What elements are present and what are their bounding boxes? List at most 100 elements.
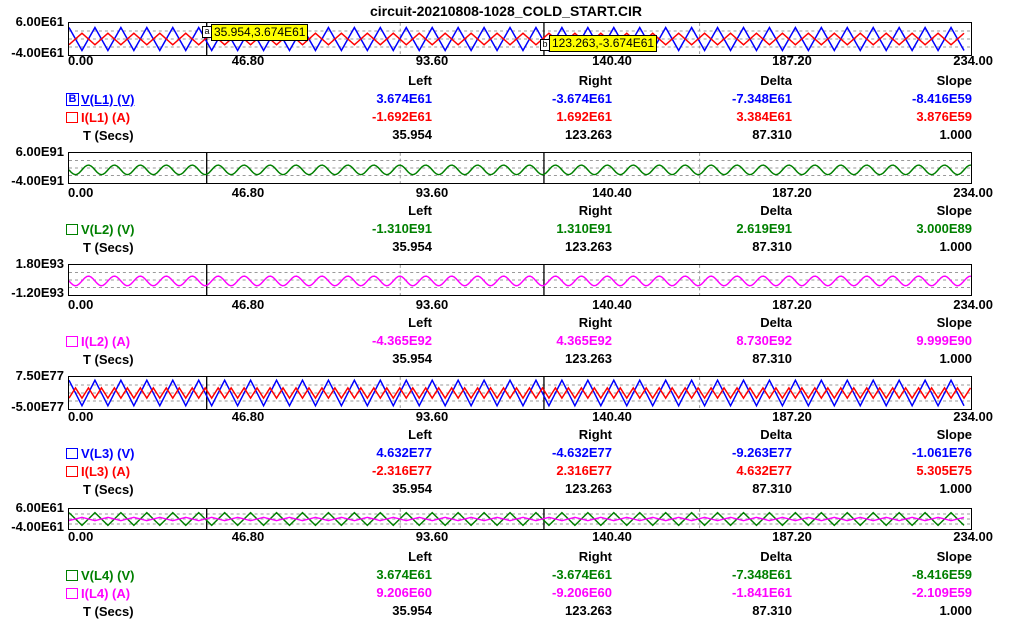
column-header-left: Left xyxy=(408,427,432,442)
cursor-value-left: -2.316E77 xyxy=(372,463,432,478)
trace-name: T (Secs) xyxy=(83,351,134,367)
cursor-value-delta: 8.730E92 xyxy=(736,333,792,348)
waveform-plot[interactable] xyxy=(68,152,972,184)
x-tick-label: 140.40 xyxy=(592,185,632,200)
cursor-value-slope: 9.999E90 xyxy=(916,333,972,348)
cursor-value-slope: 1.000 xyxy=(939,239,972,254)
x-tick-label: 93.60 xyxy=(415,185,449,200)
cursor-value-right: 123.263 xyxy=(565,481,612,496)
waveform-trace xyxy=(69,386,971,400)
trace-name: I(L3) (A) xyxy=(81,463,131,479)
trace-legend-item[interactable]: I(L1) (A) xyxy=(66,109,130,125)
cursor-value-slope: 1.000 xyxy=(939,127,972,142)
x-tick-label: 93.60 xyxy=(415,297,449,312)
right-cursor-readout: 123.263,-3.674E61 xyxy=(549,35,658,52)
waveform-trace xyxy=(69,164,971,176)
trace-name: T (Secs) xyxy=(83,239,134,255)
column-header-delta: Delta xyxy=(760,549,792,564)
y-axis-min-label: -4.00E91 xyxy=(11,173,64,188)
plot-canvas xyxy=(69,265,971,295)
cursor-value-right: -3.674E61 xyxy=(552,567,612,582)
time-row-label: T (Secs) xyxy=(66,127,134,143)
column-header-slope: Slope xyxy=(936,73,972,88)
trace-name: T (Secs) xyxy=(83,127,134,143)
cursor-value-left: -1.310E91 xyxy=(372,221,432,236)
cursor-value-right: 123.263 xyxy=(565,603,612,618)
column-header-left: Left xyxy=(408,549,432,564)
cursor-value-slope: -1.061E76 xyxy=(912,445,972,460)
cursor-value-left: 35.954 xyxy=(392,603,432,618)
x-tick-label: 234.00 xyxy=(953,297,993,312)
x-tick-label: 46.80 xyxy=(231,529,265,544)
column-header-right: Right xyxy=(578,549,612,564)
trace-legend-item[interactable]: I(L3) (A) xyxy=(66,463,130,479)
plot-canvas xyxy=(69,509,971,529)
column-header-delta: Delta xyxy=(760,203,792,218)
cursor-value-delta: 87.310 xyxy=(752,127,792,142)
trace-legend-item[interactable]: V(L4) (V) xyxy=(66,567,134,583)
trace-name: I(L4) (A) xyxy=(81,585,131,601)
time-row-label: T (Secs) xyxy=(66,351,134,367)
cursor-value-left: 4.632E77 xyxy=(376,445,432,460)
waveform-plot[interactable] xyxy=(68,376,972,410)
column-header-right: Right xyxy=(578,203,612,218)
time-row-label: T (Secs) xyxy=(66,239,134,255)
waveform-plot[interactable] xyxy=(68,264,972,296)
x-tick-label: 0.00 xyxy=(68,185,94,200)
cursor-value-right: 4.365E92 xyxy=(556,333,612,348)
cursor-value-delta: 3.384E61 xyxy=(736,109,792,124)
cursor-value-slope: 3.000E89 xyxy=(916,221,972,236)
column-header-right: Right xyxy=(578,315,612,330)
cursor-value-slope: 1.000 xyxy=(939,603,972,618)
cursor-value-delta: -9.263E77 xyxy=(732,445,792,460)
waveform-trace xyxy=(69,275,971,287)
trace-color-box[interactable] xyxy=(66,587,78,599)
y-axis-min-label: -1.20E93 xyxy=(11,285,64,300)
y-axis-min-label: -4.00E61 xyxy=(11,45,64,60)
trace-marker-box[interactable]: B xyxy=(66,92,79,106)
trace-color-box[interactable] xyxy=(66,223,78,235)
x-tick-label: 234.00 xyxy=(953,409,993,424)
trace-color-box[interactable] xyxy=(66,335,78,347)
x-tick-label: 93.60 xyxy=(415,409,449,424)
trace-legend-item[interactable]: B V(L1) (V) xyxy=(66,91,134,107)
trace-color-box[interactable] xyxy=(66,111,78,123)
cursor-value-slope: 5.305E75 xyxy=(916,463,972,478)
y-axis-min-label: -4.00E61 xyxy=(11,519,64,534)
cursor-value-right: -9.206E60 xyxy=(552,585,612,600)
trace-legend-item[interactable]: V(L3) (V) xyxy=(66,445,134,461)
x-tick-label: 0.00 xyxy=(68,53,94,68)
cursor-value-right: -4.632E77 xyxy=(552,445,612,460)
waveform-trace xyxy=(69,378,965,408)
cursor-value-delta: -1.841E61 xyxy=(732,585,792,600)
waveform-trace xyxy=(69,516,965,522)
x-tick-label: 187.20 xyxy=(772,185,812,200)
trace-legend-item[interactable]: I(L4) (A) xyxy=(66,585,130,601)
x-tick-label: 0.00 xyxy=(68,297,94,312)
column-header-left: Left xyxy=(408,73,432,88)
x-tick-label: 187.20 xyxy=(772,409,812,424)
waveform-plot[interactable] xyxy=(68,508,972,530)
trace-color-box[interactable] xyxy=(66,569,78,581)
cursor-value-delta: 87.310 xyxy=(752,603,792,618)
cursor-value-right: 123.263 xyxy=(565,239,612,254)
x-tick-label: 93.60 xyxy=(415,529,449,544)
column-header-slope: Slope xyxy=(936,427,972,442)
cursor-value-delta: -7.348E61 xyxy=(732,91,792,106)
cursor-value-left: 3.674E61 xyxy=(376,567,432,582)
trace-legend-item[interactable]: V(L2) (V) xyxy=(66,221,134,237)
window-title: circuit-20210808-1028_COLD_START.CIR xyxy=(369,3,643,19)
time-row-label: T (Secs) xyxy=(66,603,134,619)
cursor-value-right: 123.263 xyxy=(565,127,612,142)
cursor-value-delta: -7.348E61 xyxy=(732,567,792,582)
x-tick-label: 140.40 xyxy=(592,297,632,312)
x-tick-label: 140.40 xyxy=(592,409,632,424)
cursor-value-slope: 3.876E59 xyxy=(916,109,972,124)
trace-color-box[interactable] xyxy=(66,447,78,459)
x-tick-label: 0.00 xyxy=(68,529,94,544)
trace-color-box[interactable] xyxy=(66,465,78,477)
cursor-value-slope: -2.109E59 xyxy=(912,585,972,600)
y-axis-max-label: 7.50E77 xyxy=(15,368,64,383)
cursor-value-delta: 87.310 xyxy=(752,351,792,366)
trace-legend-item[interactable]: I(L2) (A) xyxy=(66,333,130,349)
